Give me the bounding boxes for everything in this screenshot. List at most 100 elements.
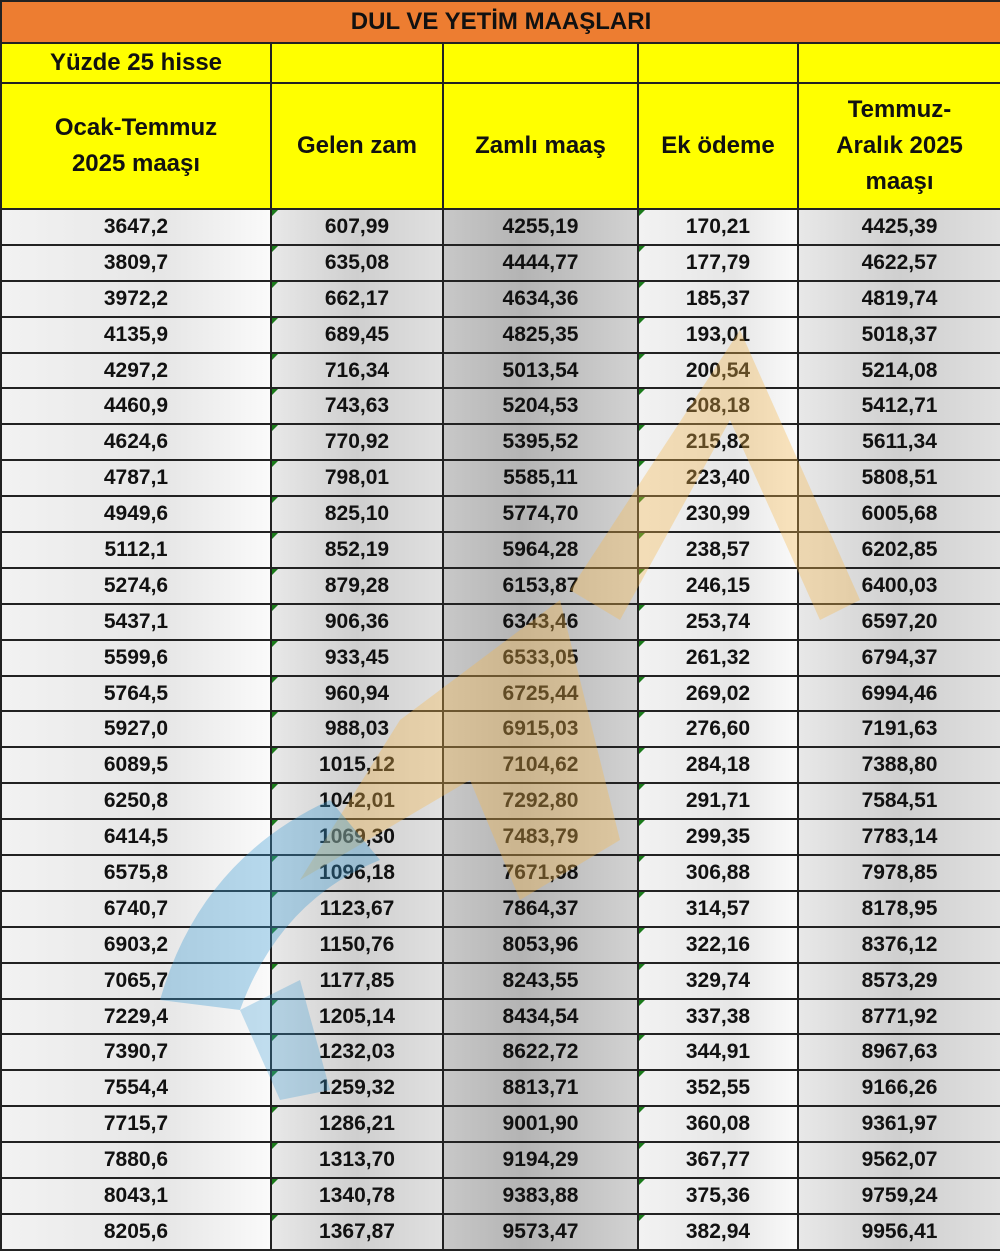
cell-raised-salary: 7671,98	[442, 854, 639, 892]
cell-raised-salary: 4255,19	[442, 208, 639, 246]
cell-raised-salary: 4444,77	[442, 243, 639, 282]
cell-jan-jul-salary: 3647,2	[0, 208, 272, 246]
table-row: 3647,2 607,99 4255,19 170,21 4425,39	[0, 208, 1000, 246]
table-row: 4949,6 825,10 5774,70 230,99 6005,68	[0, 495, 1000, 534]
cell-jul-dec-salary: 8573,29	[796, 961, 1000, 1000]
cell-raised-salary: 5395,52	[442, 423, 639, 462]
cell-raised-salary: 9001,90	[442, 1105, 639, 1144]
cell-raise: 1177,85	[270, 961, 444, 1000]
header-raise: Gelen zam	[270, 82, 444, 210]
cell-raise: 825,10	[270, 495, 444, 534]
table-row: 8043,1 1340,78 9383,88 375,36 9759,24	[0, 1177, 1000, 1215]
cell-jan-jul-salary: 6414,5	[0, 818, 272, 857]
cell-jan-jul-salary: 6089,5	[0, 746, 272, 785]
cell-jul-dec-salary: 5214,08	[796, 351, 1000, 390]
cell-raise: 1123,67	[270, 889, 444, 928]
cell-jan-jul-salary: 7880,6	[0, 1141, 272, 1180]
table-row: 4624,6 770,92 5395,52 215,82 5611,34	[0, 423, 1000, 462]
cell-jan-jul-salary: 5112,1	[0, 531, 272, 569]
cell-extra-payment: 367,77	[637, 1141, 799, 1180]
cell-jul-dec-salary: 5808,51	[796, 459, 1000, 498]
cell-raised-salary: 7292,80	[442, 782, 639, 821]
cell-jan-jul-salary: 6575,8	[0, 854, 272, 892]
cell-raised-salary: 9383,88	[442, 1177, 639, 1215]
cell-extra-payment: 375,36	[637, 1177, 799, 1215]
cell-extra-payment: 382,94	[637, 1212, 799, 1251]
cell-raised-salary: 6343,46	[442, 602, 639, 641]
cell-extra-payment: 344,91	[637, 1033, 799, 1072]
cell-jul-dec-salary: 6994,46	[796, 674, 1000, 713]
cell-jan-jul-salary: 4624,6	[0, 423, 272, 462]
cell-jan-jul-salary: 7390,7	[0, 1033, 272, 1072]
cell-jan-jul-salary: 4949,6	[0, 495, 272, 534]
cell-raised-salary: 6725,44	[442, 674, 639, 713]
cell-raise: 770,92	[270, 423, 444, 462]
cell-extra-payment: 230,99	[637, 495, 799, 534]
cell-jan-jul-salary: 8043,1	[0, 1177, 272, 1215]
table-row: 7065,7 1177,85 8243,55 329,74 8573,29	[0, 961, 1000, 1000]
cell-raise: 716,34	[270, 351, 444, 390]
table-row: 3972,2 662,17 4634,36 185,37 4819,74	[0, 279, 1000, 318]
cell-jul-dec-salary: 5018,37	[796, 315, 1000, 354]
cell-jan-jul-salary: 7065,7	[0, 961, 272, 1000]
cell-jul-dec-salary: 9361,97	[796, 1105, 1000, 1144]
cell-raise: 689,45	[270, 315, 444, 354]
cell-jul-dec-salary: 8376,12	[796, 925, 1000, 964]
cell-extra-payment: 246,15	[637, 566, 799, 605]
cell-raise: 743,63	[270, 387, 444, 426]
cell-extra-payment: 261,32	[637, 638, 799, 677]
cell-raise: 607,99	[270, 208, 444, 246]
cell-raise: 1313,70	[270, 1141, 444, 1180]
table-row: 4460,9 743,63 5204,53 208,18 5412,71	[0, 387, 1000, 426]
cell-raise: 1205,14	[270, 997, 444, 1036]
table-row: 6414,5 1069,30 7483,79 299,35 7783,14	[0, 818, 1000, 857]
cell-raise: 635,08	[270, 243, 444, 282]
cell-raised-salary: 8622,72	[442, 1033, 639, 1072]
table-row: 5274,6 879,28 6153,87 246,15 6400,03	[0, 566, 1000, 605]
cell-extra-payment: 299,35	[637, 818, 799, 857]
cell-extra-payment: 253,74	[637, 602, 799, 641]
cell-extra-payment: 360,08	[637, 1105, 799, 1144]
subtitle-row: Yüzde 25 hisse	[0, 42, 1000, 84]
cell-extra-payment: 177,79	[637, 243, 799, 282]
cell-jul-dec-salary: 6597,20	[796, 602, 1000, 641]
cell-jul-dec-salary: 9562,07	[796, 1141, 1000, 1180]
empty-cell	[637, 42, 799, 84]
cell-raised-salary: 7104,62	[442, 746, 639, 785]
cell-extra-payment: 291,71	[637, 782, 799, 821]
cell-raise: 879,28	[270, 566, 444, 605]
cell-extra-payment: 284,18	[637, 746, 799, 785]
table-row: 4297,2 716,34 5013,54 200,54 5214,08	[0, 351, 1000, 390]
table-row: 7715,7 1286,21 9001,90 360,08 9361,97	[0, 1105, 1000, 1144]
empty-cell	[270, 42, 444, 84]
cell-raised-salary: 5204,53	[442, 387, 639, 426]
table-row: 6903,2 1150,76 8053,96 322,16 8376,12	[0, 925, 1000, 964]
cell-raise: 960,94	[270, 674, 444, 713]
cell-raised-salary: 5013,54	[442, 351, 639, 390]
cell-jul-dec-salary: 8178,95	[796, 889, 1000, 928]
cell-jan-jul-salary: 6740,7	[0, 889, 272, 928]
cell-jan-jul-salary: 8205,6	[0, 1212, 272, 1251]
cell-jan-jul-salary: 6903,2	[0, 925, 272, 964]
cell-extra-payment: 322,16	[637, 925, 799, 964]
header-row: Ocak-Temmuz 2025 maaşı Gelen zam Zamlı m…	[0, 82, 1000, 210]
cell-raised-salary: 5964,28	[442, 531, 639, 569]
cell-jan-jul-salary: 4297,2	[0, 351, 272, 390]
cell-jan-jul-salary: 5927,0	[0, 710, 272, 749]
table-row: 4135,9 689,45 4825,35 193,01 5018,37	[0, 315, 1000, 354]
cell-raised-salary: 9573,47	[442, 1212, 639, 1251]
cell-raised-salary: 6153,87	[442, 566, 639, 605]
cell-jan-jul-salary: 5437,1	[0, 602, 272, 641]
table-row: 5764,5 960,94 6725,44 269,02 6994,46	[0, 674, 1000, 713]
cell-raise: 1042,01	[270, 782, 444, 821]
cell-jan-jul-salary: 7229,4	[0, 997, 272, 1036]
cell-raised-salary: 4825,35	[442, 315, 639, 354]
cell-raised-salary: 8243,55	[442, 961, 639, 1000]
cell-raised-salary: 8053,96	[442, 925, 639, 964]
cell-jul-dec-salary: 4819,74	[796, 279, 1000, 318]
table-title: DUL VE YETİM MAAŞLARI	[0, 0, 1000, 44]
cell-raise: 852,19	[270, 531, 444, 569]
cell-raise: 988,03	[270, 710, 444, 749]
cell-extra-payment: 306,88	[637, 854, 799, 892]
